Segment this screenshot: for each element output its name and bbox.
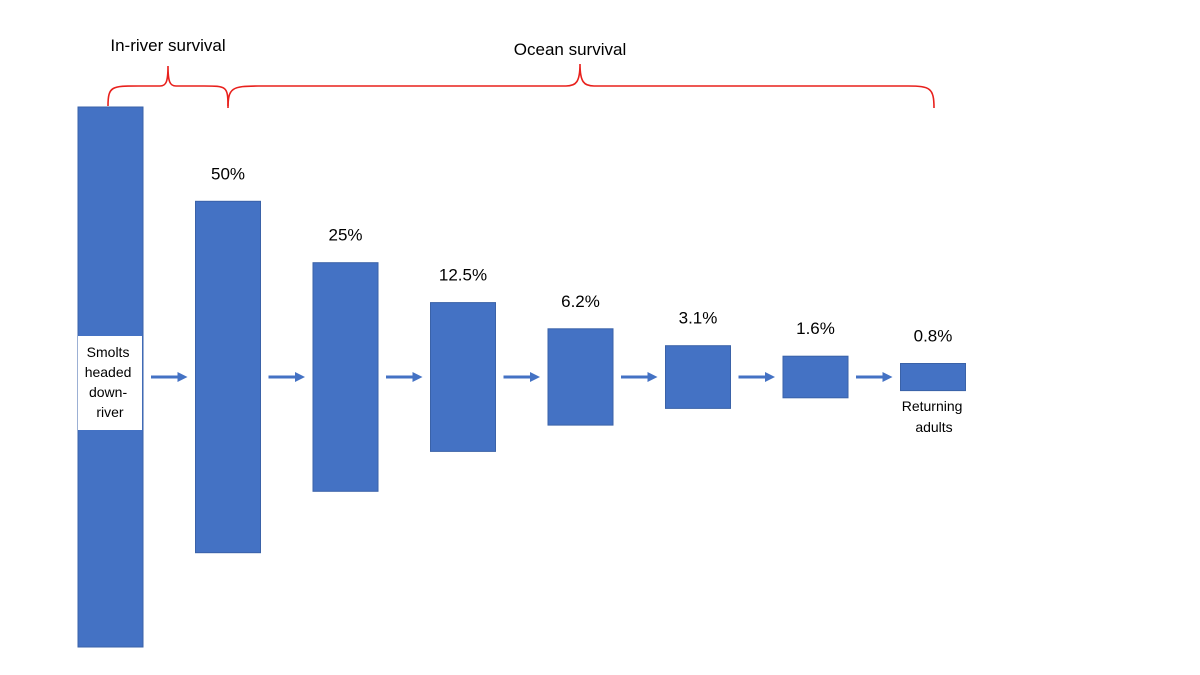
flow-arrow-head-5 <box>765 372 775 382</box>
start-label: Smolts headed down- river <box>85 344 136 420</box>
value-label-7: 0.8% <box>914 327 953 346</box>
arrow-group <box>151 372 893 382</box>
flow-arrow-head-6 <box>882 372 893 382</box>
survival-bar-2 <box>312 262 379 492</box>
start-label-line-2: headed <box>85 364 132 380</box>
survival-bar-3 <box>430 302 496 452</box>
in-river-bracket <box>107 65 229 107</box>
value-label-4: 6.2% <box>561 292 600 311</box>
flow-arrow-head-4 <box>647 372 658 382</box>
ocean-bracket <box>227 63 935 109</box>
start-label-line-1: Smolts <box>87 344 130 360</box>
value-label-6: 1.6% <box>796 319 835 338</box>
bar-group <box>77 106 966 648</box>
flow-arrow-head-2 <box>412 372 423 382</box>
start-label-line-4: river <box>96 404 124 420</box>
end-label: Returning adults <box>902 398 967 435</box>
flow-arrow-4 <box>621 372 658 382</box>
value-label-1: 50% <box>211 164 245 183</box>
flow-arrow-head-1 <box>295 372 305 382</box>
end-label-line-1: Returning <box>902 398 963 414</box>
flow-arrow-0 <box>151 372 188 382</box>
value-label-3: 12.5% <box>439 266 487 285</box>
survival-bar-6 <box>782 355 849 399</box>
value-label-group: 50% 25% 12.5% 6.2% 3.1% 1.6% 0.8% <box>211 164 952 345</box>
in-river-survival-label: In-river survival <box>110 36 225 55</box>
ocean-survival-label: Ocean survival <box>514 40 626 59</box>
flow-arrow-3 <box>503 372 540 382</box>
flow-arrow-head-0 <box>177 372 188 382</box>
survival-bar-4 <box>547 328 614 426</box>
end-label-line-2: adults <box>915 419 952 435</box>
survival-bar-1 <box>195 200 261 554</box>
value-label-2: 25% <box>328 226 362 245</box>
flow-arrow-head-3 <box>530 372 540 382</box>
survival-bar-7 <box>900 363 966 392</box>
flow-arrow-6 <box>856 372 893 382</box>
value-label-5: 3.1% <box>679 309 718 328</box>
survival-bar-5 <box>665 345 731 409</box>
flow-arrow-1 <box>268 372 305 382</box>
start-label-line-3: down- <box>89 384 127 400</box>
flow-arrow-5 <box>738 372 775 382</box>
flow-arrow-2 <box>386 372 423 382</box>
start-label-box <box>78 336 142 430</box>
